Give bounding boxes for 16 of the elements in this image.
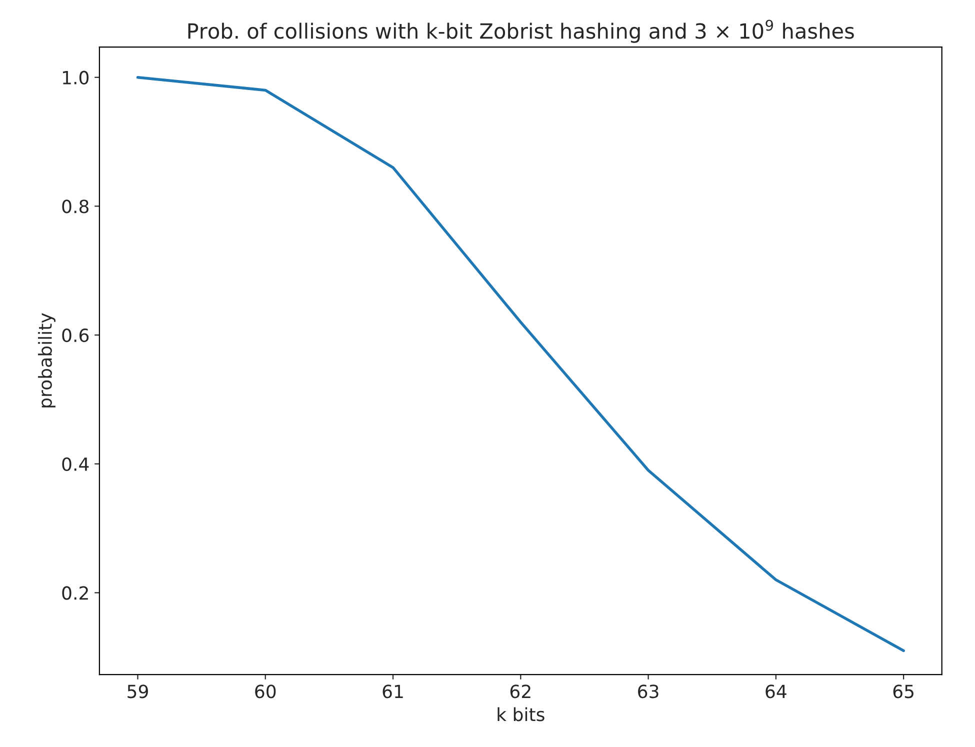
line-series bbox=[136, 76, 905, 652]
y-tick-label: 0.2 bbox=[62, 586, 88, 600]
x-tick-label: 64 bbox=[766, 684, 786, 698]
y-tick-label: 0.6 bbox=[62, 328, 89, 342]
x-tick-label: 59 bbox=[128, 684, 148, 698]
chart-title: Prob. of collisions with k-bit Zobrist hashing and 3 × 10$^{9}$ hashes bbox=[188, 20, 854, 43]
y-axis-title: probability bbox=[38, 313, 56, 408]
x-tick-label: 63 bbox=[638, 684, 658, 698]
x-tick-label: 65 bbox=[893, 684, 914, 698]
x-tick-label: 62 bbox=[510, 684, 530, 698]
y-tick-label: 0.4 bbox=[62, 457, 89, 471]
x-tick-label: 61 bbox=[382, 684, 403, 698]
x-tick-label: 60 bbox=[255, 684, 276, 698]
y-tick-label: 0.8 bbox=[62, 200, 88, 214]
y-tick-label: 1.0 bbox=[62, 70, 89, 84]
x-axis-title: k bits bbox=[498, 707, 544, 722]
